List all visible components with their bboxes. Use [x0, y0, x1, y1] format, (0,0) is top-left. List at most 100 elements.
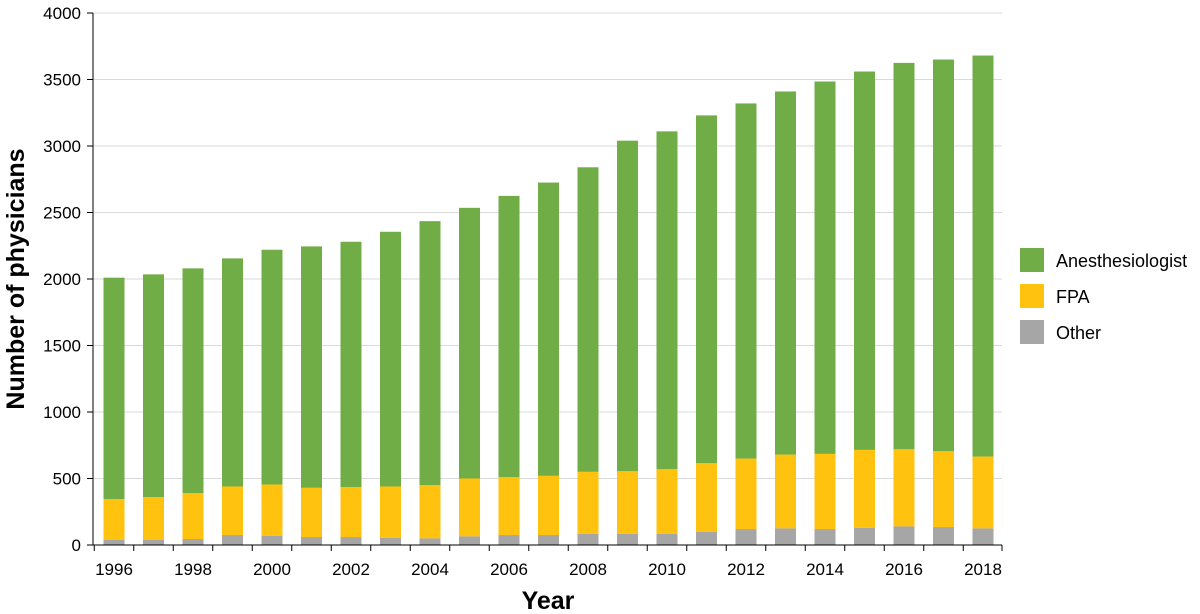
bar-anesthesiologist-1999: [222, 258, 243, 487]
bar-fpa-2009: [617, 471, 638, 534]
bar-fpa-2012: [735, 458, 757, 530]
bar-anesthesiologist-2007: [538, 182, 559, 476]
bar-anesthesiologist-2001: [301, 246, 322, 488]
bar-fpa-2008: [577, 471, 599, 534]
bar-other-1999: [222, 535, 243, 545]
axes: [87, 12, 1003, 551]
y-tick-label: 3500: [43, 71, 81, 90]
bar-anesthesiologist-2016: [893, 62, 915, 450]
bar-other-2004: [419, 538, 441, 545]
bar-other-2008: [577, 533, 599, 545]
bar-other-2016: [893, 526, 915, 545]
bar-anesthesiologist-1997: [143, 274, 164, 498]
legend-label-other: Other: [1056, 323, 1101, 343]
x-tick-label: 1996: [95, 560, 133, 579]
bar-other-2018: [972, 528, 994, 545]
bar-fpa-1997: [143, 497, 164, 540]
bar-fpa-2000: [261, 484, 283, 536]
bars: [103, 55, 994, 545]
bar-anesthesiologist-2012: [735, 103, 757, 459]
bar-other-2010: [656, 533, 678, 545]
bar-fpa-2003: [380, 486, 401, 538]
bar-fpa-2013: [775, 454, 796, 529]
bar-anesthesiologist-2006: [498, 195, 520, 478]
x-tick-label: 1998: [174, 560, 212, 579]
bar-fpa-2015: [854, 449, 875, 528]
x-tick-label: 2004: [411, 560, 449, 579]
bar-anesthesiologist-2015: [854, 71, 875, 450]
x-tick-label: 2012: [727, 560, 765, 579]
bar-anesthesiologist-2014: [814, 81, 836, 454]
y-axis-title: Number of physicians: [2, 148, 30, 409]
bar-other-2017: [933, 527, 954, 545]
bar-other-2005: [459, 536, 480, 545]
y-tick-label: 4000: [43, 4, 81, 23]
bar-fpa-2002: [340, 487, 362, 538]
legend-label-anesthesiologist: Anesthesiologist: [1056, 251, 1187, 271]
bar-fpa-2011: [696, 463, 717, 532]
bar-other-2015: [854, 527, 875, 545]
bar-fpa-2017: [933, 451, 954, 528]
bar-fpa-2001: [301, 487, 322, 538]
bar-fpa-2018: [972, 456, 994, 529]
legend: Anesthesiologist FPA Other: [1020, 248, 1187, 344]
x-tick-label: 2016: [885, 560, 923, 579]
bar-other-2012: [735, 529, 757, 545]
x-axis-title: Year: [522, 587, 575, 614]
x-tick-label: 2014: [806, 560, 844, 579]
bar-anesthesiologist-2011: [696, 115, 717, 464]
bar-other-2013: [775, 528, 796, 545]
bar-other-2009: [617, 533, 638, 545]
bar-anesthesiologist-2002: [340, 241, 362, 488]
x-tick-label: 2008: [569, 560, 607, 579]
x-tick-labels: 1996 1998 2000 2002 2004 2006 2008 2010 2012 2014…: [95, 560, 1002, 579]
bar-other-2014: [814, 529, 836, 545]
bar-anesthesiologist-1996: [103, 277, 125, 500]
bar-fpa-2014: [814, 453, 836, 530]
legend-swatch-anesthesiologist: [1020, 248, 1044, 272]
bar-fpa-2010: [656, 469, 678, 534]
legend-swatch-fpa: [1020, 284, 1044, 308]
y-tick-label: 1500: [43, 337, 81, 356]
bar-other-2006: [498, 535, 520, 545]
bar-fpa-2005: [459, 478, 480, 537]
bar-fpa-2007: [538, 475, 559, 536]
legend-label-fpa: FPA: [1056, 287, 1090, 307]
bar-other-1997: [143, 539, 164, 545]
bar-anesthesiologist-2008: [577, 167, 599, 472]
x-tick-label: 2000: [253, 560, 291, 579]
y-tick-label: 0: [72, 536, 81, 555]
bar-anesthesiologist-2009: [617, 140, 638, 472]
bar-fpa-1998: [182, 493, 204, 540]
bar-other-2007: [538, 535, 559, 545]
bar-anesthesiologist-2013: [775, 91, 796, 455]
bar-other-1996: [103, 539, 125, 545]
bar-anesthesiologist-2017: [933, 59, 954, 452]
bar-other-1998: [182, 539, 204, 545]
y-tick-label: 3000: [43, 137, 81, 156]
y-tick-label: 2000: [43, 270, 81, 289]
bar-fpa-1996: [103, 499, 125, 540]
bar-anesthesiologist-2005: [459, 207, 480, 479]
bar-fpa-2004: [419, 485, 441, 539]
x-tick-label: 2018: [964, 560, 1002, 579]
bar-anesthesiologist-2004: [419, 221, 441, 486]
y-tick-label: 1000: [43, 403, 81, 422]
bar-anesthesiologist-1998: [182, 268, 204, 494]
y-tick-labels: 0 500 1000 1500 2000 2500 3000 3500 4000: [43, 4, 81, 555]
bar-other-2000: [261, 535, 283, 545]
x-tick-label: 2010: [648, 560, 686, 579]
bar-anesthesiologist-2018: [972, 55, 994, 457]
bar-anesthesiologist-2010: [656, 131, 678, 470]
x-tick-label: 2002: [332, 560, 370, 579]
bar-fpa-2006: [498, 477, 520, 536]
bar-fpa-2016: [893, 449, 915, 527]
bar-anesthesiologist-2000: [261, 249, 283, 485]
bar-other-2011: [696, 531, 717, 545]
bar-fpa-1999: [222, 486, 243, 536]
legend-swatch-other: [1020, 320, 1044, 344]
x-tick-label: 2006: [490, 560, 528, 579]
bar-anesthesiologist-2003: [380, 231, 401, 487]
